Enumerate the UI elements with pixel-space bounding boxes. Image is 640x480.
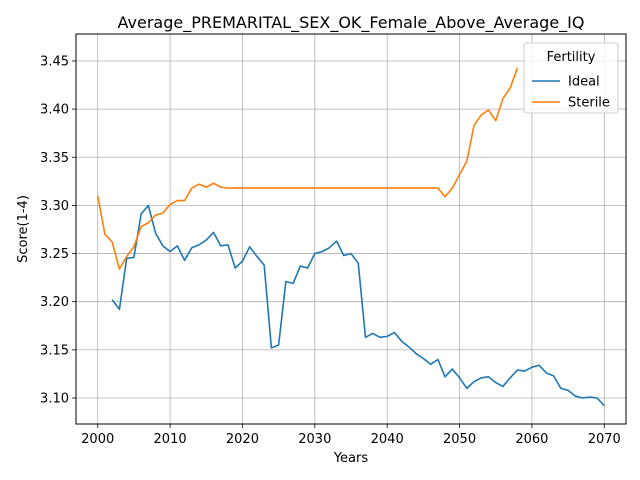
- y-tick-label: 3.20: [40, 295, 69, 310]
- x-axis: 2000 2010 2020 2030 2040 2050 2060 2070: [81, 424, 621, 447]
- y-tick-label: 3.35: [40, 151, 69, 166]
- x-tick-label: 2030: [298, 432, 331, 447]
- series-layer: [96, 67, 605, 407]
- y-axis-label: Score(1-4): [16, 195, 31, 263]
- chart-title: Average_PREMARITAL_SEX_OK_Female_Above_A…: [118, 13, 585, 33]
- x-tick-label: 2050: [443, 432, 476, 447]
- y-tick-label: 3.10: [40, 392, 69, 407]
- x-tick-label: 2000: [81, 432, 114, 447]
- y-tick-label: 3.30: [40, 199, 69, 214]
- x-axis-label: Years: [333, 451, 369, 466]
- y-tick-label: 3.40: [40, 103, 69, 118]
- legend-label-ideal: Ideal: [568, 75, 600, 90]
- plot-frame: [75, 33, 627, 425]
- y-axis: 3.10 3.15 3.20 3.25 3.30 3.35 3.40 3.45: [40, 54, 76, 407]
- x-tick-label: 2070: [588, 432, 621, 447]
- series-line-sterile: [96, 67, 519, 270]
- x-tick-label: 2010: [154, 432, 187, 447]
- legend-box: [523, 42, 619, 114]
- x-tick-label: 2060: [515, 432, 548, 447]
- legend: Fertility Ideal Sterile: [523, 42, 619, 114]
- y-tick-label: 3.45: [40, 54, 69, 69]
- legend-label-sterile: Sterile: [568, 96, 610, 111]
- x-tick-label: 2020: [226, 432, 259, 447]
- series-line-ideal: [111, 204, 605, 407]
- y-tick-label: 3.25: [40, 247, 69, 262]
- x-tick-label: 2040: [371, 432, 404, 447]
- y-tick-label: 3.15: [40, 343, 69, 358]
- legend-title: Fertility: [547, 50, 596, 65]
